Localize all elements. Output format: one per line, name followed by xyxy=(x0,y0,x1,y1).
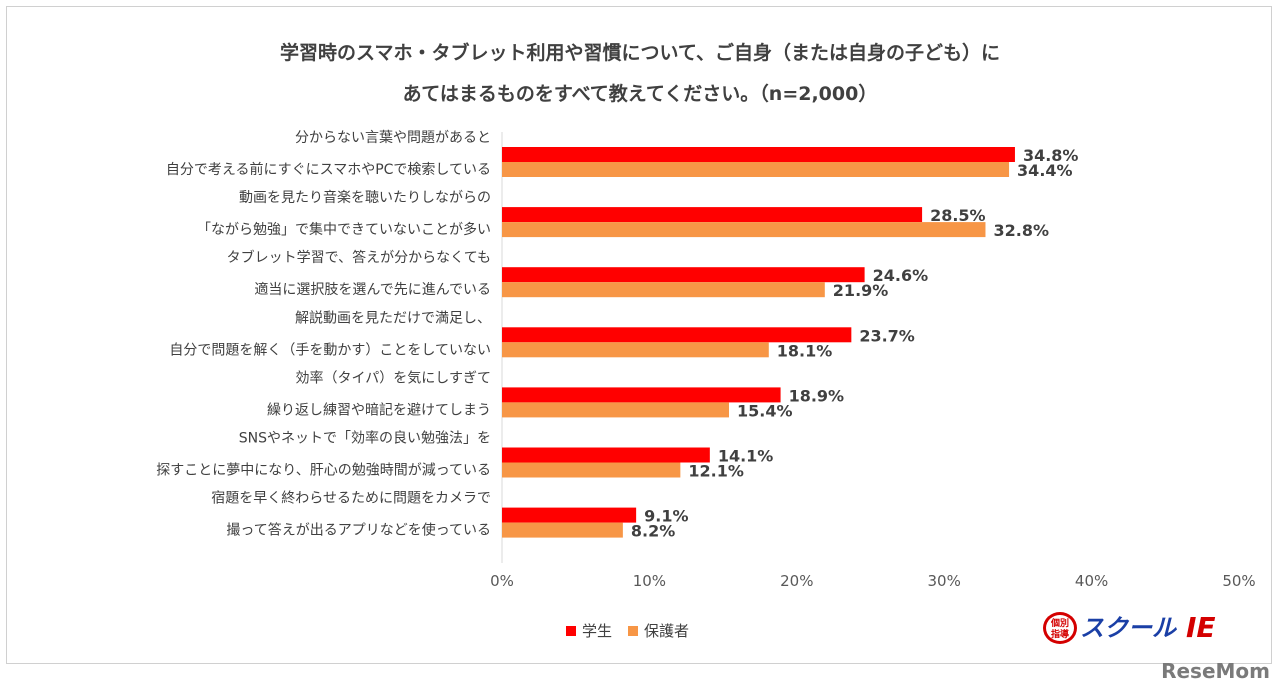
category-label-3-line-1: 解説動画を見ただけで満足し、 xyxy=(295,310,491,326)
legend-swatch-parent xyxy=(628,625,639,636)
bar-student-5 xyxy=(502,447,710,463)
data-label-student-6: 9.1% xyxy=(644,507,688,526)
bar-parent-1 xyxy=(502,222,986,238)
legend-label-parent: 保護者 xyxy=(644,622,690,640)
category-label-6-line-2: 撮って答えが出るアプリなどを使っている xyxy=(226,522,491,539)
bar-student-6 xyxy=(502,507,637,523)
bar-parent-3 xyxy=(502,342,769,358)
svg-text:個別: 個別 xyxy=(1050,617,1069,629)
chart-title-line-2: あてはまるものをすべて教えてください。（n=2,000） xyxy=(402,83,878,105)
bar-parent-2 xyxy=(502,282,825,298)
resemom-watermark: ReseMom xyxy=(1161,659,1270,683)
x-tick-label-0: 0% xyxy=(490,572,514,590)
svg-text:スクール: スクール xyxy=(1080,614,1178,642)
data-label-student-1: 28.5% xyxy=(930,206,986,225)
data-label-student-3: 23.7% xyxy=(859,326,915,345)
category-label-4-line-2: 繰り返し練習や暗記を避けてしまう xyxy=(267,401,491,418)
data-label-student-2: 24.6% xyxy=(873,266,929,285)
data-label-parent-3: 18.1% xyxy=(777,341,833,360)
category-label-0-line-2: 自分で考える前にすぐにスマホやPCで検索している xyxy=(166,161,491,178)
category-label-5-line-1: SNSやネットで「効率の良い勉強法」を xyxy=(239,430,491,447)
data-label-parent-4: 15.4% xyxy=(737,401,793,420)
bar-student-3 xyxy=(502,327,852,343)
data-label-parent-1: 32.8% xyxy=(993,221,1049,240)
chart-frame xyxy=(6,6,1272,664)
bar-student-1 xyxy=(502,207,923,223)
category-label-5-line-2: 探すことに夢中になり、肝心の勉強時間が減っている xyxy=(156,462,491,479)
x-tick-label-2: 20% xyxy=(780,572,813,590)
svg-text:IE: IE xyxy=(1186,611,1216,644)
category-label-2-line-2: 適当に選択肢を選んで先に進んでいる xyxy=(254,281,491,298)
x-tick-label-1: 10% xyxy=(633,572,666,590)
bar-parent-6 xyxy=(502,522,623,538)
data-label-student-0: 34.8% xyxy=(1023,146,1079,165)
bar-parent-4 xyxy=(502,402,729,418)
legend: 学生 保護者 xyxy=(566,620,689,641)
data-label-parent-2: 21.9% xyxy=(833,281,889,300)
bar-student-2 xyxy=(502,267,865,283)
data-label-student-5: 14.1% xyxy=(718,447,774,466)
data-label-student-4: 18.9% xyxy=(789,386,845,405)
category-label-1-line-1: 動画を見たり音楽を聴いたりしながらの xyxy=(239,189,491,206)
category-label-1-line-2: 「ながら勉強」で集中できていないことが多い xyxy=(197,221,491,238)
data-label-parent-6: 8.2% xyxy=(631,522,675,541)
category-label-3-line-2: 自分で問題を解く（手を動かす）ことをしていない xyxy=(169,342,491,358)
category-label-2-line-1: タブレット学習で、答えが分からなくても xyxy=(227,249,491,266)
category-label-0-line-1: 分からない言葉や問題があると xyxy=(295,130,491,146)
svg-text:指導: 指導 xyxy=(1051,628,1069,640)
bar-student-0 xyxy=(502,147,1015,162)
data-label-parent-5: 12.1% xyxy=(688,462,744,481)
legend-item-parent: 保護者 xyxy=(628,620,689,641)
category-label-4-line-1: 効率（タイパ）を気にしすぎて xyxy=(296,369,491,386)
legend-label-student: 学生 xyxy=(582,622,613,640)
x-tick-label-3: 30% xyxy=(928,572,961,590)
x-tick-label-4: 40% xyxy=(1075,572,1108,590)
bar-parent-5 xyxy=(502,462,681,478)
category-label-6-line-1: 宿題を早く終わらせるために問題をカメラで xyxy=(211,490,491,507)
data-label-parent-0: 34.4% xyxy=(1017,161,1073,180)
legend-item-student: 学生 xyxy=(566,620,612,641)
legend-swatch-student xyxy=(566,625,576,636)
bar-parent-0 xyxy=(502,162,1010,177)
school-ie-logo: 個別 指導 スクール IE xyxy=(1043,611,1216,644)
chart-title-line-1: 学習時のスマホ・タブレット利用や習慣について、ご自身（または自身の子ども）に xyxy=(280,42,1000,64)
bar-student-4 xyxy=(502,387,781,403)
x-tick-label-5: 50% xyxy=(1222,572,1255,590)
